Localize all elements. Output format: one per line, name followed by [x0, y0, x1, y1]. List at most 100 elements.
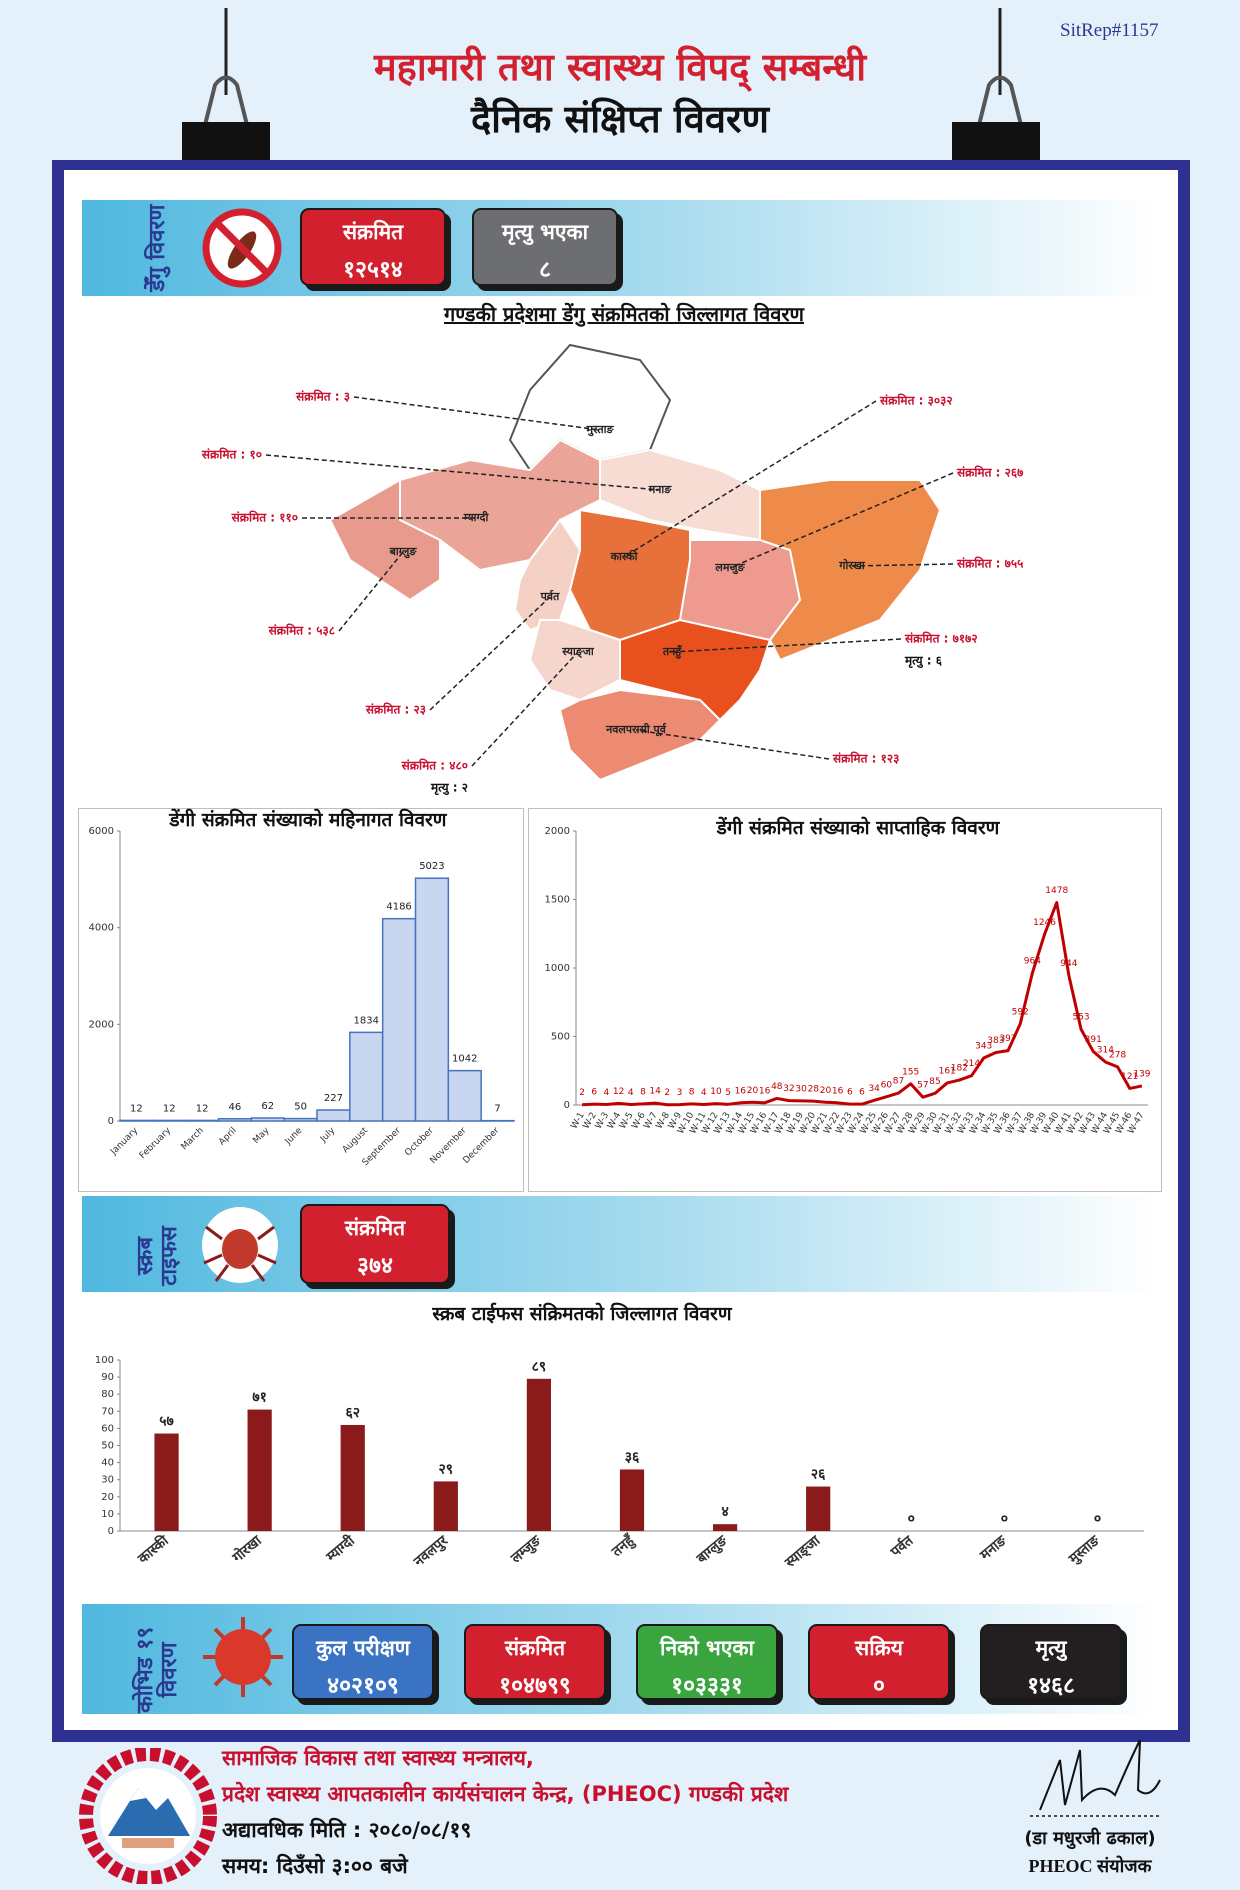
- emblem: [79, 1748, 217, 1884]
- value-label: 121: [1121, 1072, 1138, 1082]
- value-label: 383: [987, 1036, 1004, 1046]
- district-cases: संक्रमित : ७१७२: [904, 632, 978, 646]
- y-tick-label: 80: [101, 1389, 114, 1400]
- covid-label: कोभिड १९ विवरण: [133, 1626, 182, 1714]
- value-label: 592: [1012, 1007, 1029, 1017]
- stat-card: संक्रमित ३७४: [300, 1204, 450, 1284]
- callout-line: [851, 563, 954, 567]
- stat-card: निको भएका १०३३३१: [636, 1624, 778, 1700]
- x-tick-label: August: [341, 1125, 371, 1155]
- chart-title: डेंगी संक्रमित संख्याको साप्ताहिक विवरण: [716, 816, 1001, 839]
- district-name: कास्की: [610, 549, 639, 563]
- bar: [806, 1486, 831, 1531]
- value-label: ७१: [252, 1390, 267, 1406]
- value-label: 5: [725, 1088, 731, 1098]
- y-tick-label: 6000: [89, 826, 114, 837]
- center: प्रदेश स्वास्थ्य आपतकालीन कार्यसंचालन के…: [222, 1782, 789, 1806]
- stat-label: कुल परीक्षण: [316, 1636, 410, 1660]
- value-label: 4186: [386, 902, 411, 913]
- signer-role: PHEOC संयोजक: [1028, 1856, 1152, 1876]
- value-label: 7: [494, 1104, 500, 1115]
- value-label: 46: [229, 1102, 242, 1113]
- y-tick-label: 100: [95, 1355, 114, 1366]
- y-tick-label: 0: [564, 1100, 570, 1111]
- x-tick-label: बाग्लुङ: [693, 1532, 732, 1568]
- bar: [247, 1409, 272, 1531]
- district-cases: संक्रमित : ३: [295, 390, 350, 404]
- y-tick-label: 0: [108, 1526, 114, 1537]
- mite-icon: [202, 1207, 278, 1283]
- bar: [316, 1109, 351, 1122]
- weekly-chart: डेंगी संक्रमित संख्याको साप्ताहिक विवरण 0…: [545, 816, 1151, 1136]
- bar: [414, 877, 450, 1122]
- value-label: 12: [196, 1103, 209, 1114]
- value-label: ५७: [159, 1414, 174, 1430]
- value-label: 85: [929, 1077, 940, 1087]
- district-name: म्याग्दी: [463, 510, 490, 524]
- x-tick-label: लम्जुङ: [507, 1532, 545, 1568]
- update-date: अद्यावधिक मिति : २०८०/०८/१९: [222, 1818, 472, 1842]
- stat-value: ०: [873, 1673, 885, 1699]
- x-tick-label: कास्की: [134, 1531, 173, 1568]
- value-label: २६: [811, 1467, 826, 1483]
- x-tick-label: तनहुँ: [608, 1531, 639, 1561]
- map: मुस्ताङ संक्रमित : ३ मनाङ संक्रमित : १० म्या…: [201, 343, 1024, 796]
- value-label: ०: [1094, 1511, 1101, 1527]
- y-tick-label: 500: [551, 1032, 570, 1043]
- monthly-chart-box: [78, 808, 524, 1192]
- value-label: 397: [999, 1034, 1016, 1044]
- y-tick-label: 1000: [545, 963, 570, 974]
- stat-label: निको भएका: [660, 1636, 754, 1660]
- y-tick-label: 70: [101, 1406, 114, 1417]
- dengue-label: डेँगु विवरण: [145, 204, 170, 292]
- stat-card: संक्रमित १०४७९९: [464, 1624, 606, 1700]
- stat-label: मृत्यु भएका: [501, 220, 589, 244]
- district-name: बाग्लुङ: [389, 545, 418, 559]
- value-label: 6: [859, 1088, 865, 1098]
- district-cases: संक्रमित : ४८०: [401, 759, 468, 773]
- district-name: स्याङ्जा: [561, 645, 595, 659]
- district-cases: संक्रमित : ३०३२: [879, 394, 953, 408]
- district-deaths: मृत्यु : ६: [904, 654, 943, 669]
- value-label: 214: [963, 1059, 980, 1069]
- value-label: 139: [1133, 1069, 1150, 1079]
- weekly-chart-box: [528, 808, 1162, 1192]
- stat-card: कुल परीक्षण ४०२१०९: [292, 1624, 434, 1700]
- stat-card: संक्रमित १२५१४: [300, 208, 446, 286]
- callout-line: [265, 454, 661, 491]
- stat-label: सक्रिय: [855, 1636, 903, 1660]
- value-label: 6: [591, 1088, 597, 1098]
- bar: [447, 1069, 482, 1122]
- bar: [340, 1424, 365, 1531]
- bar: [283, 1117, 318, 1122]
- x-tick-label: April: [217, 1126, 239, 1148]
- district-cases: संक्रमित : २६७: [956, 466, 1024, 480]
- value-label: 62: [261, 1101, 274, 1112]
- x-tick-label: पर्वत: [887, 1531, 918, 1561]
- subtitle: दैनिक संक्षिप्त विवरण: [470, 97, 769, 141]
- value-label: ४: [721, 1504, 728, 1520]
- value-label: 14: [649, 1087, 661, 1097]
- value-label: 1042: [452, 1054, 477, 1065]
- value-label: 5023: [419, 861, 444, 872]
- x-tick-label: मुस्ताङ: [1065, 1532, 1104, 1568]
- y-tick-label: 2000: [545, 826, 570, 837]
- bar: [119, 1119, 154, 1122]
- virus-icon: [203, 1617, 283, 1697]
- x-tick-label: December: [461, 1126, 501, 1166]
- scrub-chart: स्क्रब टाईफस संक्रिमतको जिल्लागत विवरण 0 1…: [95, 1302, 1144, 1572]
- signature: [1030, 1739, 1161, 1817]
- value-label: 20: [747, 1086, 759, 1096]
- y-tick-label: 30: [101, 1475, 114, 1486]
- stat-value: ८: [539, 257, 551, 283]
- x-tick-label: गोरखा: [228, 1531, 265, 1566]
- district-name: मनाङ: [648, 483, 673, 496]
- bar: [250, 1117, 285, 1122]
- callout-line: [623, 400, 877, 558]
- district-cases: संक्रमित : ११०: [231, 511, 298, 525]
- value-label: 4: [701, 1088, 707, 1098]
- x-tick-label: January: [108, 1125, 140, 1157]
- value-label: ०: [908, 1511, 915, 1527]
- bar: [217, 1118, 253, 1122]
- value-label: 3: [677, 1088, 683, 1098]
